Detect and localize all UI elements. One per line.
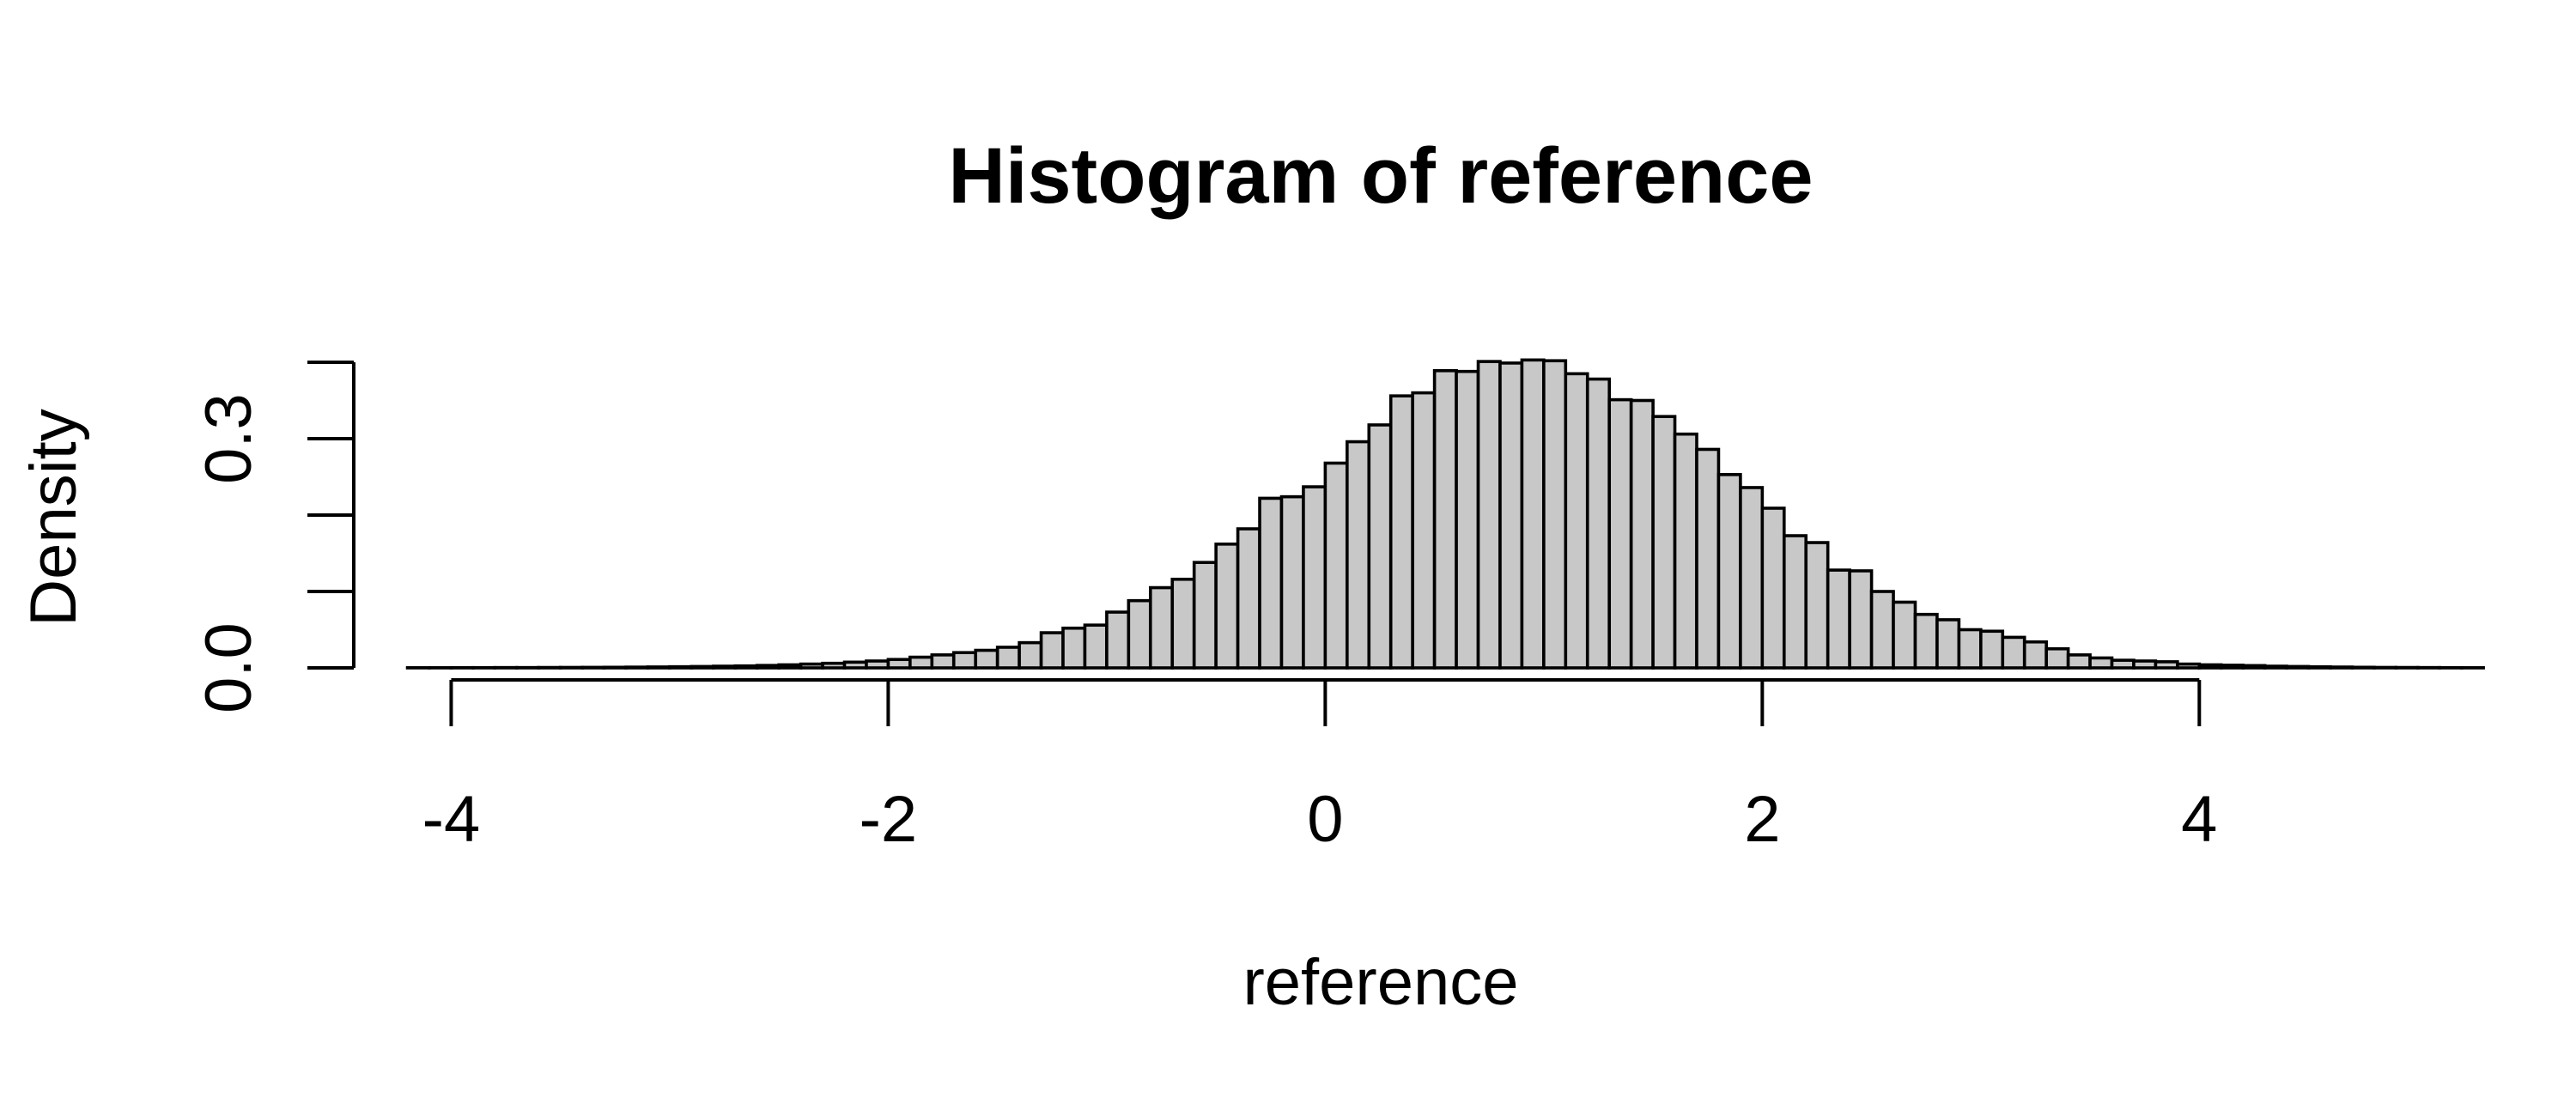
histogram-bar: [1782, 534, 1808, 670]
histogram-bar: [1236, 527, 1261, 670]
histogram-bar: [1848, 569, 1874, 670]
y-axis-label: Density: [17, 409, 90, 626]
histogram-bar: [2350, 665, 2376, 670]
histogram-bar: [2372, 665, 2398, 670]
histogram-bar: [624, 665, 650, 670]
histogram-bar: [558, 665, 584, 670]
histogram-bar: [1476, 360, 1502, 670]
histogram-bar: [821, 661, 847, 670]
histogram-bar: [602, 665, 628, 670]
histogram-bar: [1520, 358, 1546, 670]
x-axis: -4 -2 0 2 4: [422, 678, 2217, 856]
histogram-bar: [1760, 506, 1786, 670]
histogram-bar: [995, 646, 1021, 670]
histogram-bar: [1170, 577, 1196, 670]
histogram-bar: [1018, 640, 1043, 670]
chart-title: Histogram of reference: [948, 132, 1813, 220]
histogram-bar: [1346, 440, 1371, 670]
histogram-bar: [1585, 377, 1612, 670]
histogram-bar: [1935, 618, 1961, 670]
histogram-bar: [951, 651, 978, 670]
histogram-bar: [1105, 610, 1131, 670]
histogram-bar: [1411, 391, 1437, 670]
histogram-bar: [1957, 628, 1983, 670]
histogram-bar: [2176, 662, 2202, 670]
histogram-bar: [908, 655, 934, 670]
x-tick-label: 4: [2181, 783, 2217, 856]
histogram-bar: [842, 660, 868, 670]
histogram-bar: [777, 663, 803, 670]
histogram-bar: [2088, 656, 2114, 670]
histogram-bar: [2285, 664, 2311, 670]
histogram-bar: [1214, 543, 1240, 670]
histogram-bar: [1498, 361, 1524, 670]
histogram-bar: [2066, 653, 2092, 670]
histogram-bar: [1432, 368, 1458, 670]
x-axis-label: reference: [1242, 946, 1518, 1019]
histogram-bar: [2306, 664, 2332, 670]
histogram-bar: [712, 664, 738, 670]
histogram-bars: [405, 358, 2485, 670]
x-tick-label: -4: [422, 783, 481, 856]
histogram-bar: [2044, 646, 2070, 670]
histogram-bar: [1826, 568, 1851, 670]
histogram-bar: [2154, 660, 2179, 670]
histogram-bar: [1148, 585, 1175, 670]
histogram-bar: [1323, 461, 1349, 670]
histogram-bar: [2329, 665, 2354, 670]
histogram-bar: [1739, 486, 1765, 670]
histogram-bar: [1542, 359, 1568, 670]
histogram-bar: [2001, 635, 2026, 670]
histogram-bar: [646, 665, 671, 670]
histogram-bar: [2022, 640, 2048, 670]
histogram-bar: [1192, 561, 1218, 670]
histogram-bar: [690, 664, 715, 670]
y-tick-label: 0.0: [192, 622, 265, 713]
histogram-bar: [1302, 485, 1327, 670]
histogram-bar: [1564, 372, 1589, 670]
histogram-bar: [1716, 473, 1742, 670]
histogram-bar: [1869, 590, 1895, 670]
histogram-bar: [1061, 626, 1087, 670]
histogram-bar: [886, 658, 912, 670]
histogram-bar: [974, 648, 999, 670]
histogram-bar: [1083, 623, 1109, 670]
histogram-bar: [865, 659, 890, 670]
histogram-bar: [1651, 415, 1677, 670]
histogram-bar: [1673, 432, 1698, 670]
y-tick-label: 0.3: [192, 393, 265, 484]
histogram-bar: [1127, 598, 1152, 670]
histogram-bar: [1455, 369, 1480, 670]
histogram-bar: [1804, 541, 1830, 670]
histogram-bar: [1913, 612, 1939, 670]
histogram-bar: [1892, 600, 1917, 670]
histogram-bar: [2241, 664, 2267, 670]
x-tick-label: 0: [1307, 783, 1343, 856]
histogram-bar: [2219, 664, 2245, 670]
histogram-bar: [1367, 423, 1393, 670]
histogram-bar: [1629, 398, 1655, 670]
histogram-bar: [668, 664, 694, 670]
histogram-bar: [1979, 629, 2005, 670]
x-tick-label: -2: [860, 783, 918, 856]
histogram-bar: [2132, 659, 2158, 670]
histogram-bar: [1388, 394, 1414, 670]
histogram-bar: [2197, 663, 2223, 670]
histogram-bar: [1607, 397, 1633, 670]
histogram-bar: [1039, 631, 1065, 670]
histogram-bar: [733, 664, 759, 670]
histogram-bar: [1695, 447, 1721, 670]
histogram-bar: [1279, 494, 1305, 670]
histogram-bar: [755, 664, 781, 670]
histogram-bar: [1258, 496, 1284, 670]
histogram-bar: [580, 665, 606, 670]
histogram-bar: [930, 653, 956, 670]
histogram-bar: [2110, 658, 2136, 670]
x-tick-label: 2: [1744, 783, 1780, 856]
y-axis: 0.0 0.3: [192, 361, 355, 713]
histogram-bar: [2263, 664, 2288, 670]
histogram-bar: [799, 662, 824, 670]
